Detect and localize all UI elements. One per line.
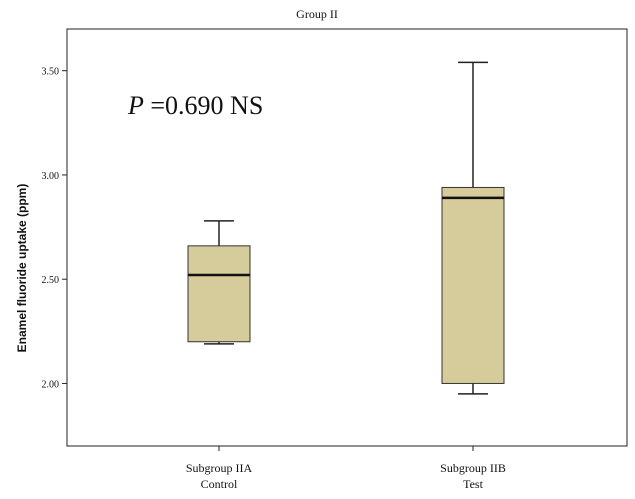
y-axis-label: Enamel fluoride uptake (ppm) [15,184,29,353]
y-tick-label: 3.50 [42,67,60,78]
box-plot-1 [187,220,251,345]
box-iqr [187,245,251,343]
box-iqr [441,186,505,384]
y-tick-label: 3.00 [42,171,60,182]
y-tick-label: 2.00 [42,379,60,390]
chart-title: Group II [296,7,338,21]
box-plot-2 [441,61,505,395]
x-tick-label-line2: Control [201,477,238,491]
p-value-annotation: P =0.690 NS [127,91,263,120]
x-tick-label-line2: Test [463,477,483,491]
plot-frame [66,28,628,447]
p-value-text: =0.690 NS [144,91,263,120]
p-symbol: P [127,91,144,120]
x-tick-label-line1: Subgroup IIB [440,461,506,475]
x-tick-label-line1: Subgroup IIA [186,461,253,475]
y-axis-ticks: 2.00 2.50 3.00 3.50 [42,67,67,390]
x-axis-ticks: Subgroup IIA Control Subgroup IIB Test [186,446,506,491]
y-tick-label: 2.50 [42,275,60,286]
box-series [187,61,505,395]
